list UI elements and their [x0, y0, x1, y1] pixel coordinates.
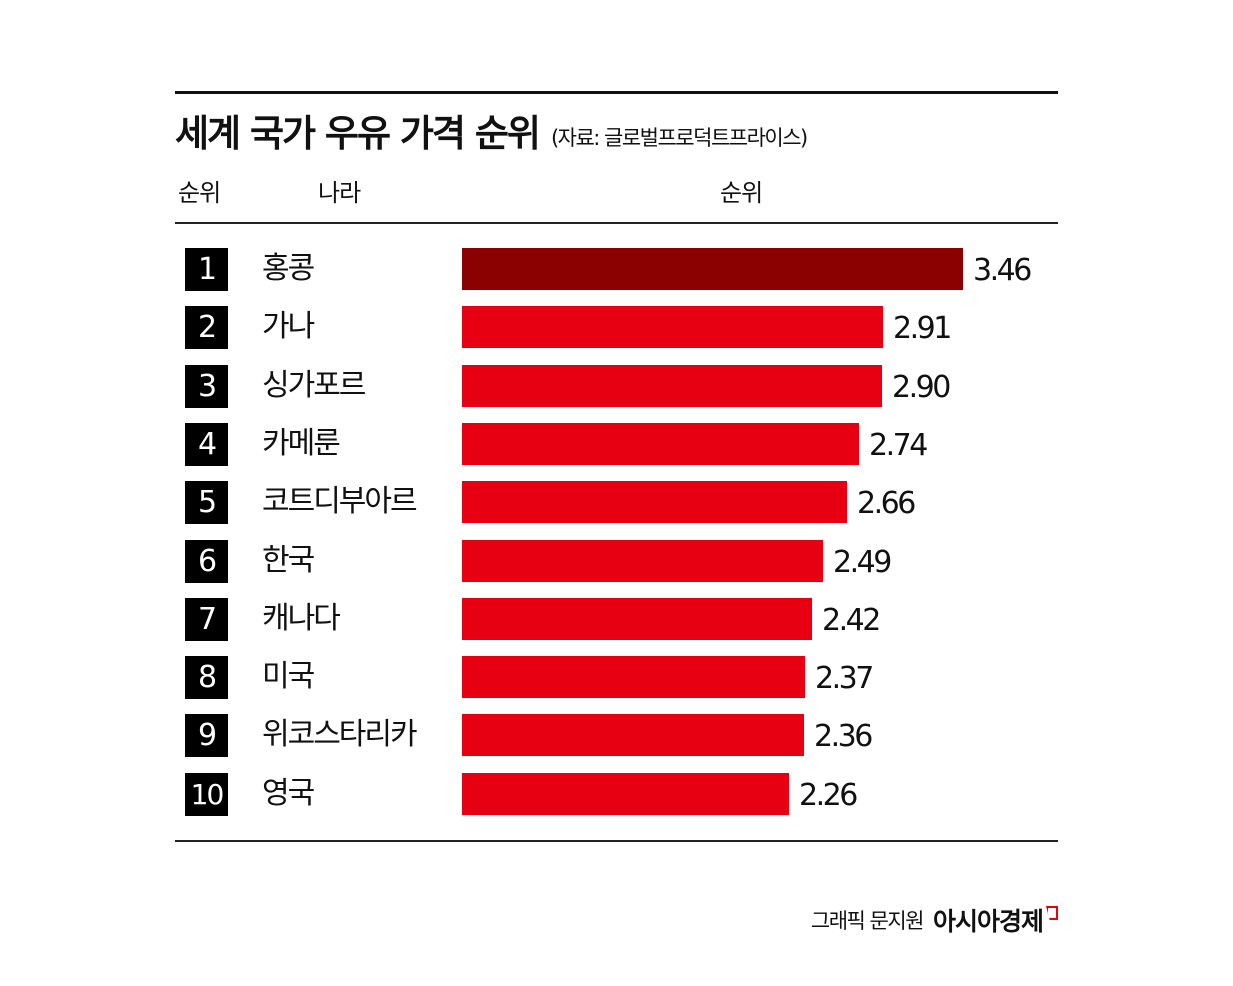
top-rule: [175, 91, 1058, 94]
title-row: 세계 국가 우유 가격 순위 (자료: 글로벌프로덕트프라이스): [175, 104, 808, 158]
bar-row: 2 가나 2.91: [0, 306, 1233, 349]
country-label: 싱가포르: [262, 368, 366, 403]
value-label: 2.26: [799, 778, 858, 813]
rank-badge: 10: [185, 773, 228, 816]
chart-title: 세계 국가 우유 가격 순위: [175, 112, 541, 155]
rank-badge: 6: [185, 540, 228, 583]
bar-row: 7 캐나다 2.42: [0, 598, 1233, 641]
value-bar: [462, 656, 805, 698]
bar-row: 8 미국 2.37: [0, 656, 1233, 699]
bar-row: 5 코트디부아르 2.66: [0, 481, 1233, 524]
country-label: 홍콩: [262, 251, 315, 286]
bar-row: 3 싱가포르 2.90: [0, 365, 1233, 408]
value-bar: [462, 540, 823, 582]
value-label: 2.36: [814, 719, 873, 754]
value-bar: [462, 714, 804, 756]
country-label: 코트디부아르: [262, 484, 418, 519]
value-label: 2.91: [893, 311, 952, 346]
value-label: 2.37: [815, 661, 874, 696]
bottom-rule: [175, 840, 1058, 842]
rank-badge: 1: [185, 248, 228, 291]
country-label: 미국: [262, 659, 315, 694]
bar-row: 4 카메룬 2.74: [0, 423, 1233, 466]
credit-line: 그래픽 문지원 아시아경제: [811, 902, 1058, 938]
value-label: 2.49: [833, 545, 892, 580]
value-label: 2.66: [857, 486, 916, 521]
value-bar: [462, 306, 883, 348]
value-label: 2.42: [822, 603, 881, 638]
country-label: 영국: [262, 776, 315, 811]
rank-badge: 3: [185, 365, 228, 408]
country-label: 위코스타리카: [262, 717, 418, 752]
column-header-value: 순위: [720, 179, 763, 207]
rank-badge: 9: [185, 714, 228, 757]
country-label: 가나: [262, 309, 315, 344]
brand-logo: 아시아경제: [932, 907, 1044, 936]
value-bar: [462, 365, 882, 407]
country-label: 캐나다: [262, 601, 341, 636]
value-label: 3.46: [973, 253, 1032, 288]
value-bar: [462, 423, 859, 465]
value-bar: [462, 598, 812, 640]
rank-badge: 7: [185, 598, 228, 641]
brand-mark-icon: [1046, 906, 1058, 920]
country-label: 카메룬: [262, 426, 341, 461]
chart-source: (자료: 글로벌프로덕트프라이스): [550, 126, 808, 150]
bar-row: 9 위코스타리카 2.36: [0, 714, 1233, 757]
value-bar: [462, 773, 789, 815]
country-label: 한국: [262, 543, 315, 578]
rank-badge: 8: [185, 656, 228, 699]
value-bar: [462, 481, 847, 523]
value-label: 2.74: [869, 428, 928, 463]
bar-row: 10 영국 2.26: [0, 773, 1233, 816]
rank-badge: 5: [185, 481, 228, 524]
graphic-credit: 그래픽 문지원: [810, 909, 925, 933]
bar-row: 6 한국 2.49: [0, 540, 1233, 583]
bar-row: 1 홍콩 3.46: [0, 248, 1233, 291]
value-bar: [462, 248, 963, 290]
header-rule: [175, 222, 1058, 224]
column-header-country: 나라: [318, 179, 361, 207]
rank-badge: 2: [185, 306, 228, 349]
value-label: 2.90: [892, 370, 951, 405]
column-header-rank: 순위: [178, 179, 221, 207]
rank-badge: 4: [185, 423, 228, 466]
